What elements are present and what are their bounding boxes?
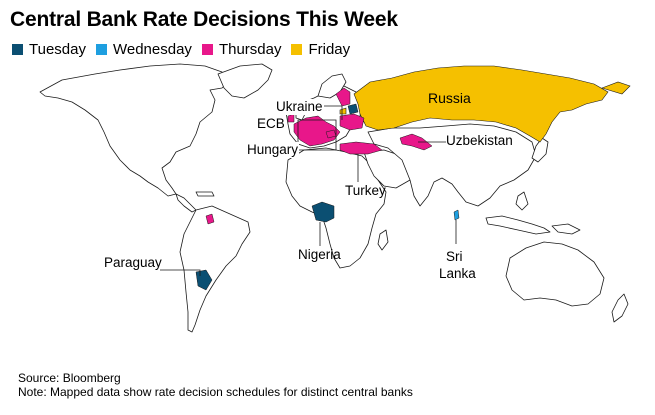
- label-paraguay: Paraguay: [104, 255, 162, 270]
- russia-kaliningrad: [339, 107, 347, 115]
- legend-wednesday: Wednesday: [95, 41, 192, 58]
- label-sri-lanka-line1: Sri: [446, 249, 463, 264]
- uzbekistan-region: [399, 133, 433, 151]
- footer: Source: Bloomberg Note: Mapped data show…: [18, 371, 413, 399]
- finland-region: [335, 87, 351, 107]
- source-text: Source: Bloomberg: [18, 371, 121, 385]
- sri-lanka-region: [453, 209, 460, 221]
- note-text: Note: Mapped data show rate decision sch…: [18, 385, 413, 399]
- south-america-shape: [179, 205, 251, 333]
- label-hungary: Hungary: [246, 142, 300, 158]
- turkey-region: [339, 141, 383, 155]
- ukraine-callout: [322, 105, 343, 120]
- legend-swatch-tuesday: [12, 44, 23, 55]
- central-america-shape: [175, 193, 197, 213]
- australia-shape: [505, 241, 605, 307]
- label-russia: Russia: [428, 90, 471, 106]
- new-guinea-shape: [551, 223, 581, 235]
- greenland-shape: [217, 63, 273, 99]
- caribbean-shape: [195, 191, 215, 197]
- label-uzbekistan: Uzbekistan: [446, 133, 513, 148]
- label-sri-lanka-line2: Lanka: [439, 266, 476, 281]
- legend-label-tuesday: Tuesday: [29, 41, 86, 58]
- label-turkey: Turkey: [345, 183, 386, 198]
- label-ecb: ECB: [256, 116, 286, 132]
- label-ukraine: Ukraine: [275, 99, 324, 115]
- legend-label-friday: Friday: [308, 41, 351, 58]
- paraguay-callout: [160, 269, 201, 276]
- world-map: [39, 63, 631, 333]
- nigeria-region: [311, 201, 335, 223]
- ukraine-region: [339, 113, 365, 131]
- legend-swatch-wednesday: [95, 44, 107, 55]
- legend-thursday: Thursday: [201, 41, 282, 58]
- north-america-shape: [39, 63, 231, 197]
- label-nigeria: Nigeria: [298, 247, 341, 262]
- ecb-eurozone-region: [293, 115, 341, 147]
- belarus-region: [347, 103, 359, 115]
- philippines-shape: [515, 191, 529, 211]
- indonesia-shape: [485, 215, 551, 235]
- africa-shape: [285, 147, 387, 269]
- legend-label-thursday: Thursday: [218, 41, 282, 58]
- legend-swatch-thursday: [201, 44, 213, 55]
- russia-region: [353, 65, 609, 143]
- ecb-hungary-box: [297, 119, 337, 151]
- legend: Tuesday Wednesday Thursday Friday: [12, 41, 350, 58]
- russia-east-tip: [601, 81, 631, 95]
- legend-swatch-friday: [291, 44, 303, 55]
- chart-title: Central Bank Rate Decisions This Week: [10, 8, 398, 31]
- legend-tuesday: Tuesday: [12, 41, 86, 58]
- madagascar-shape: [377, 229, 389, 251]
- caribbean-region: [205, 213, 215, 225]
- legend-friday: Friday: [291, 41, 350, 58]
- new-zealand-shape: [611, 293, 629, 323]
- legend-label-wednesday: Wednesday: [112, 41, 192, 58]
